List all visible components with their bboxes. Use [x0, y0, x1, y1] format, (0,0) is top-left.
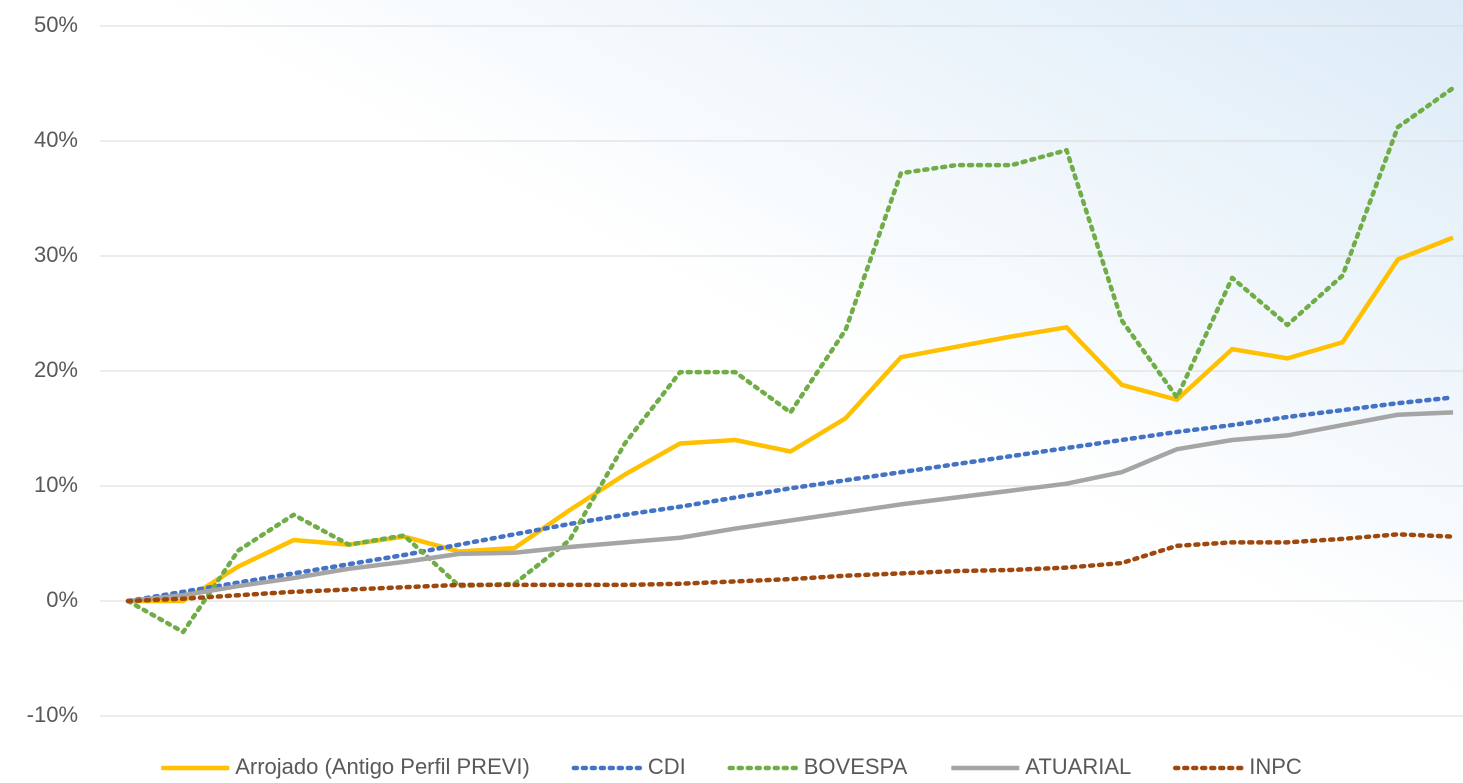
series-line: [125, 395, 1456, 604]
series-line: [127, 410, 1454, 604]
legend-label: INPC: [1249, 754, 1302, 779]
y-tick-label: 40%: [34, 127, 78, 152]
y-tick-label: 50%: [34, 12, 78, 37]
series-line: [125, 85, 1456, 635]
y-tick-label: -10%: [27, 702, 78, 727]
y-tick-label: 30%: [34, 242, 78, 267]
legend-label: ATUARIAL: [1025, 754, 1131, 779]
y-tick-label: 0%: [46, 587, 78, 612]
legend-label: Arrojado (Antigo Perfil PREVI): [235, 754, 530, 779]
y-tick-label: 20%: [34, 357, 78, 382]
series-line: [125, 532, 1456, 604]
legend-label: BOVESPA: [804, 754, 908, 779]
y-tick-label: 10%: [34, 472, 78, 497]
legend-label: CDI: [648, 754, 686, 779]
